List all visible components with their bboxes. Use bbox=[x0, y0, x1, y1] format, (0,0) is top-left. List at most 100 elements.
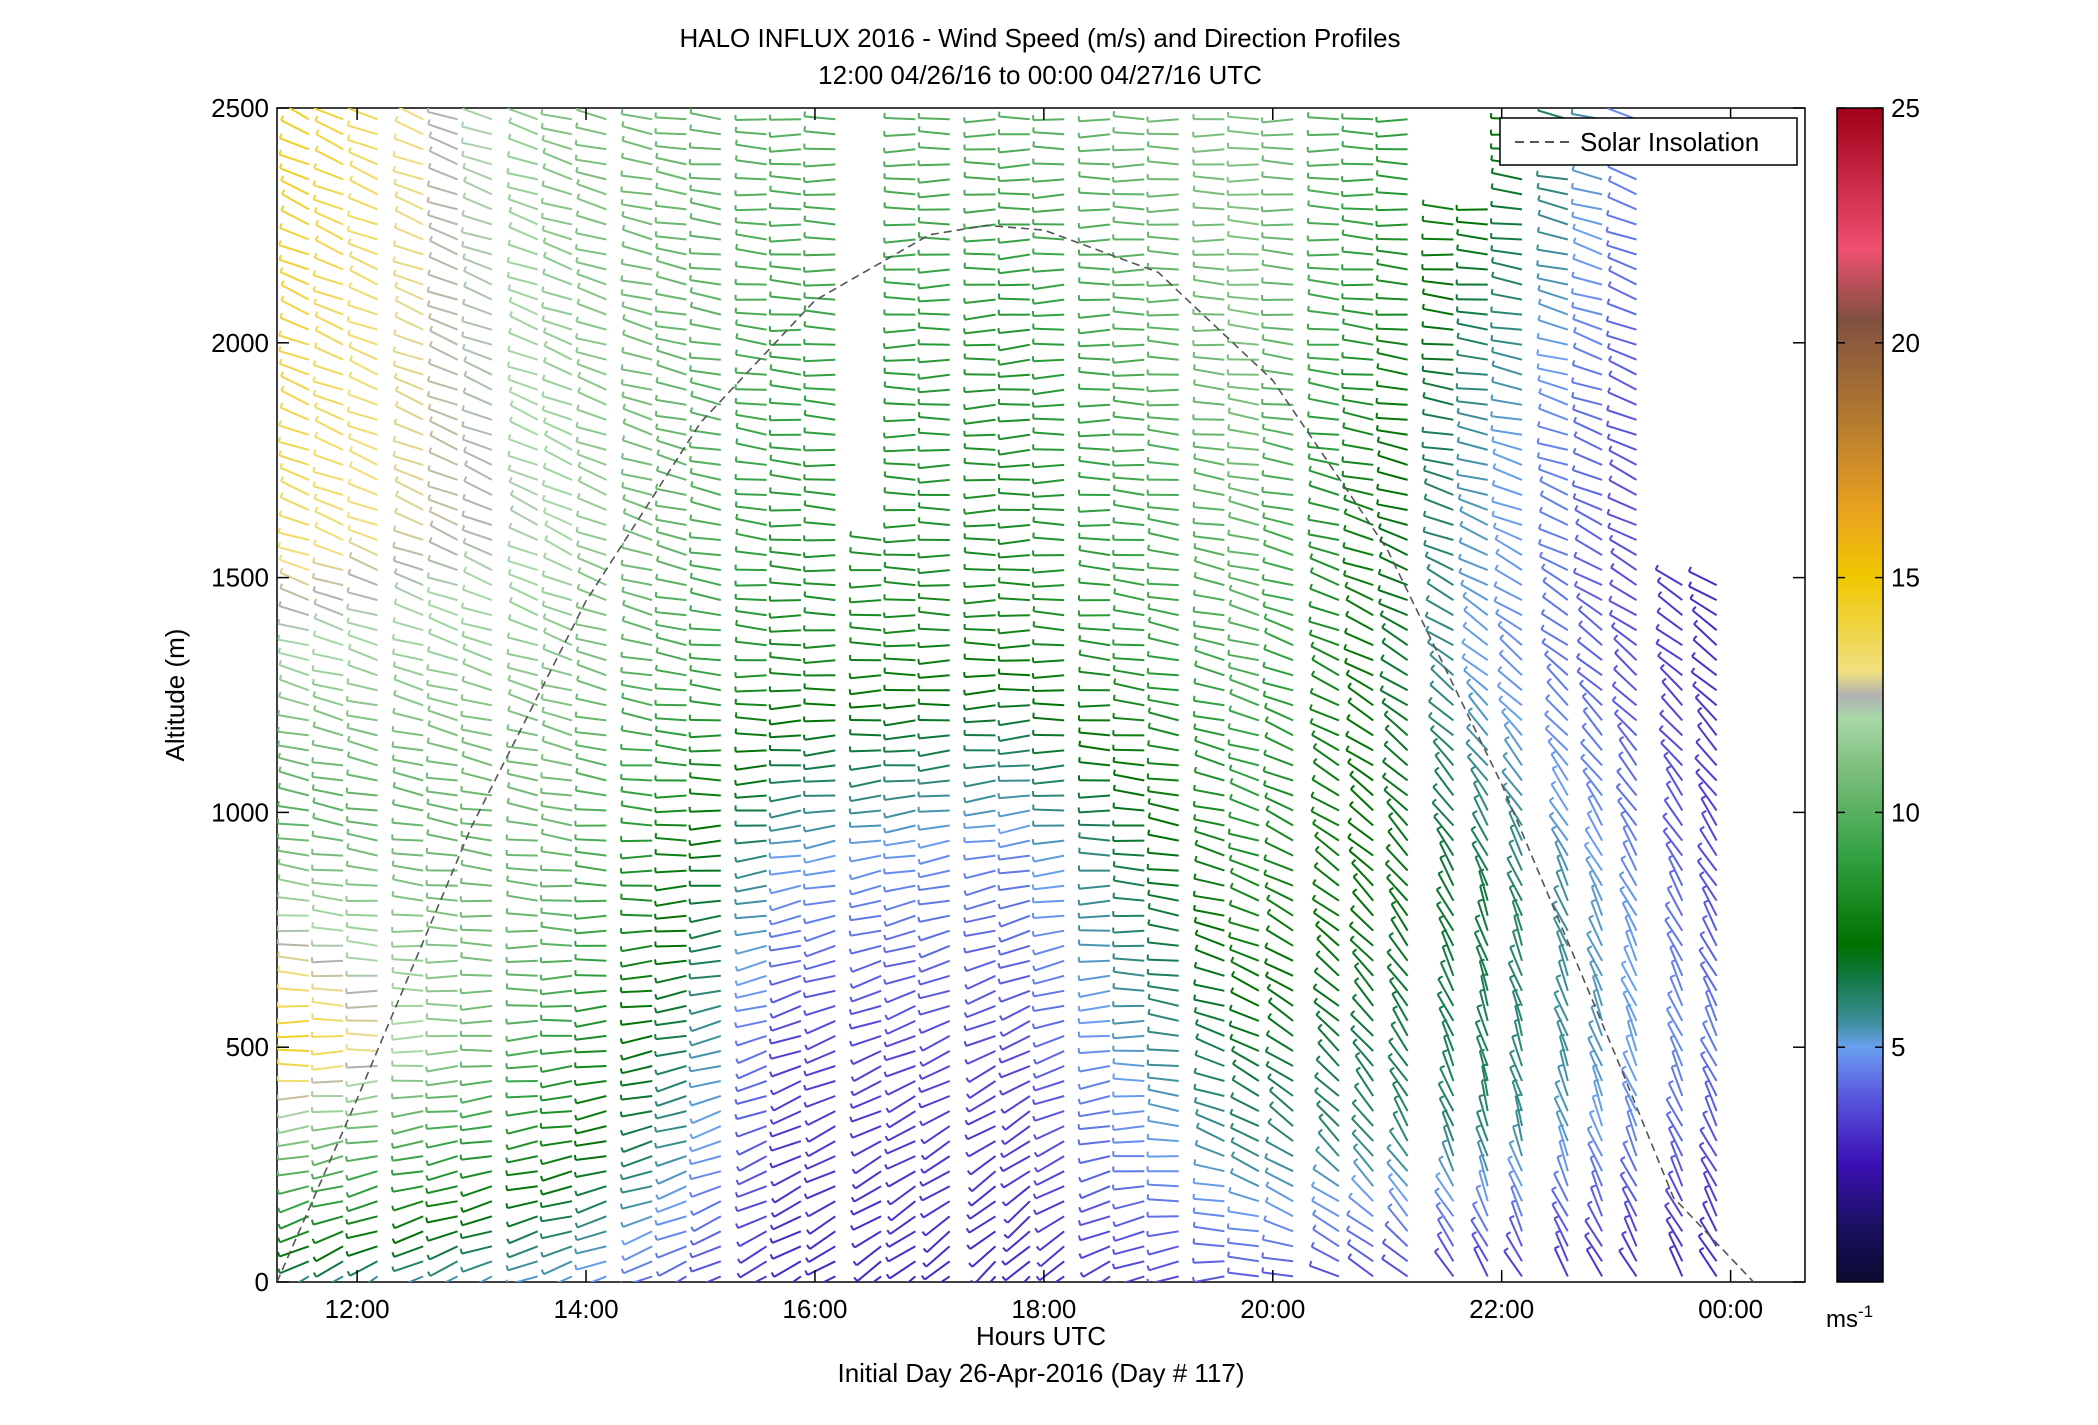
wind-barb bbox=[802, 989, 836, 999]
wind-barb bbox=[620, 468, 653, 481]
wind-barb bbox=[459, 924, 492, 932]
wind-barb bbox=[963, 156, 996, 166]
wind-barb bbox=[769, 560, 802, 572]
wind-barb bbox=[622, 313, 653, 331]
wind-barb bbox=[654, 683, 687, 692]
wind-barb bbox=[463, 460, 493, 481]
wind-barb bbox=[997, 253, 1031, 261]
wind-barb bbox=[461, 210, 493, 226]
wind-barb bbox=[346, 134, 378, 151]
wind-barb bbox=[539, 881, 573, 888]
wind-barb bbox=[540, 800, 573, 812]
wind-barb bbox=[966, 1230, 997, 1250]
wind-barb bbox=[310, 1064, 344, 1071]
wind-barb bbox=[505, 1275, 538, 1282]
wind-barb bbox=[428, 146, 459, 166]
wind-barb bbox=[347, 524, 378, 541]
wind-barb bbox=[459, 911, 492, 918]
wind-barb bbox=[688, 989, 721, 997]
wind-barb bbox=[393, 178, 424, 196]
wind-barb bbox=[279, 267, 310, 286]
wind-barb bbox=[544, 430, 573, 451]
wind-barb bbox=[803, 500, 836, 511]
wind-barb bbox=[426, 286, 458, 301]
wind-barb bbox=[312, 721, 344, 737]
wind-barb bbox=[803, 716, 836, 723]
wind-barb bbox=[963, 729, 996, 737]
wind-barb bbox=[688, 1155, 722, 1166]
wind-barb bbox=[734, 728, 767, 737]
wind-barb bbox=[425, 1123, 458, 1130]
wind-barb bbox=[997, 343, 1031, 352]
wind-barb bbox=[805, 1245, 836, 1263]
wind-barb bbox=[539, 1048, 573, 1055]
wind-barb bbox=[918, 1065, 951, 1081]
wind-barb bbox=[1031, 1019, 1065, 1030]
wind-barb bbox=[392, 346, 424, 361]
x-axis-label: Hours UTC bbox=[976, 1321, 1106, 1351]
wind-barb bbox=[312, 1245, 344, 1263]
wind-barb bbox=[346, 587, 378, 602]
wind-barb bbox=[735, 349, 767, 361]
wind-barb bbox=[917, 283, 950, 290]
colorbar-tick-label: 25 bbox=[1891, 93, 1920, 123]
wind-barb bbox=[654, 1155, 687, 1167]
wind-barb bbox=[620, 258, 653, 271]
wind-barb bbox=[963, 623, 996, 632]
wind-barb bbox=[734, 898, 767, 906]
wind-barb bbox=[883, 824, 916, 834]
wind-barb bbox=[392, 150, 424, 166]
wind-barb bbox=[849, 974, 882, 990]
wind-barb bbox=[277, 892, 309, 902]
wind-barb bbox=[917, 914, 950, 923]
wind-barb bbox=[391, 817, 424, 827]
wind-barb bbox=[277, 910, 309, 917]
wind-barb bbox=[917, 733, 950, 740]
wind-barb bbox=[803, 250, 836, 257]
wind-barb bbox=[734, 1125, 767, 1138]
wind-barb bbox=[428, 506, 459, 526]
wind-barb bbox=[770, 1095, 802, 1112]
wind-barb bbox=[506, 1230, 539, 1245]
wind-barb bbox=[963, 387, 996, 394]
wind-barb bbox=[917, 568, 950, 575]
wind-barb bbox=[574, 1245, 607, 1255]
wind-barb bbox=[871, 1275, 882, 1282]
wind-barb bbox=[655, 377, 687, 391]
wind-barb bbox=[310, 1140, 344, 1151]
wind-barb bbox=[622, 524, 653, 541]
wind-barb bbox=[459, 1125, 493, 1132]
wind-barb bbox=[768, 114, 801, 121]
wind-barb bbox=[278, 330, 310, 346]
wind-barb bbox=[734, 698, 767, 707]
wind-barb bbox=[886, 1215, 916, 1235]
wind-barb bbox=[1034, 1215, 1065, 1234]
wind-barb bbox=[848, 702, 882, 709]
wind-barb bbox=[917, 339, 950, 346]
wind-barb bbox=[459, 969, 492, 977]
wind-barb bbox=[1032, 820, 1065, 827]
wind-barb bbox=[970, 1260, 997, 1282]
wind-barb bbox=[462, 176, 493, 196]
wind-barb bbox=[734, 974, 767, 987]
wind-barb bbox=[346, 420, 378, 436]
wind-barb bbox=[391, 848, 424, 857]
wind-barb bbox=[1032, 959, 1065, 972]
wind-barb bbox=[313, 613, 344, 632]
wind-barb bbox=[688, 1260, 722, 1273]
wind-barb bbox=[1077, 807, 1111, 814]
wind-barb bbox=[688, 1080, 722, 1089]
wind-barb bbox=[391, 1200, 424, 1212]
y-tick-label: 0 bbox=[255, 1267, 269, 1297]
wind-barb bbox=[427, 628, 458, 647]
wind-barb bbox=[688, 352, 721, 361]
wind-barb bbox=[619, 1019, 653, 1026]
wind-barb bbox=[345, 860, 378, 872]
wind-barb bbox=[621, 1230, 653, 1246]
wind-barb bbox=[803, 445, 836, 452]
wind-barb bbox=[314, 115, 344, 136]
wind-barb bbox=[313, 163, 344, 181]
wind-barb bbox=[997, 202, 1030, 211]
wind-barb bbox=[505, 1125, 538, 1135]
wind-barb bbox=[462, 192, 493, 211]
